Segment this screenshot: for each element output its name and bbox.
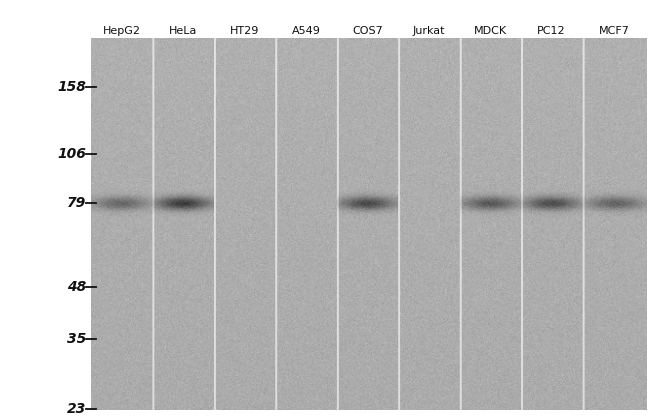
Text: COS7: COS7 xyxy=(352,25,383,36)
Text: 79: 79 xyxy=(66,196,86,210)
Text: 23: 23 xyxy=(66,402,86,415)
Text: 35: 35 xyxy=(66,332,86,347)
Text: 106: 106 xyxy=(57,148,86,161)
Text: MDCK: MDCK xyxy=(474,25,507,36)
Text: 48: 48 xyxy=(66,280,86,294)
Text: PC12: PC12 xyxy=(538,25,566,36)
Text: 158: 158 xyxy=(57,80,86,94)
Text: HT29: HT29 xyxy=(230,25,259,36)
Text: HepG2: HepG2 xyxy=(103,25,140,36)
Text: Jurkat: Jurkat xyxy=(413,25,445,36)
Text: A549: A549 xyxy=(292,25,320,36)
Text: HeLa: HeLa xyxy=(169,25,198,36)
Text: MCF7: MCF7 xyxy=(599,25,630,36)
